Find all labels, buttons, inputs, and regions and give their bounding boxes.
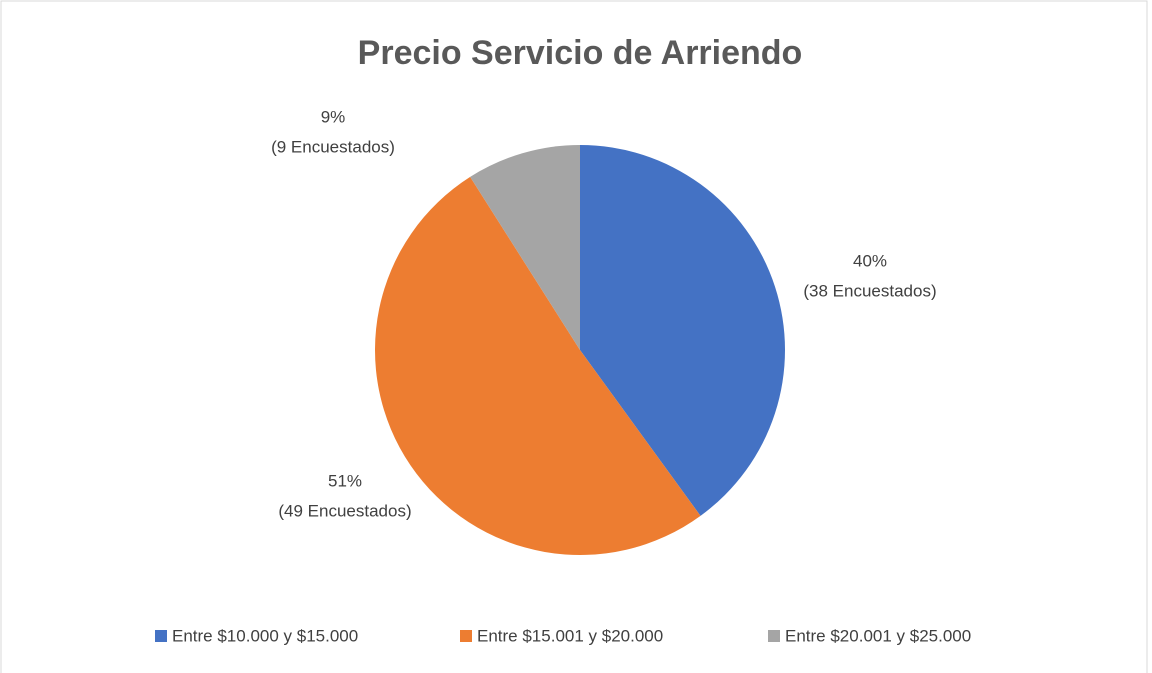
data-label: 51% [328, 471, 362, 490]
chart-title: Precio Servicio de Arriendo [358, 34, 803, 72]
data-label: 40% [853, 251, 887, 270]
legend-swatch [155, 630, 167, 642]
legend-swatch [460, 630, 472, 642]
legend-swatch [768, 630, 780, 642]
pie-slice [470, 145, 580, 350]
legend-label: Entre $20.001 y $25.000 [785, 626, 971, 645]
legend-label: Entre $10.000 y $15.000 [172, 626, 358, 645]
data-label-count: (9 Encuestados) [271, 137, 395, 156]
data-label: 9% [321, 107, 346, 126]
pie-slice [580, 145, 785, 516]
data-label-count: (38 Encuestados) [803, 281, 936, 300]
data-label-count: (49 Encuestados) [278, 501, 411, 520]
pie-slice [375, 176, 701, 555]
legend-label: Entre $15.001 y $20.000 [477, 626, 663, 645]
